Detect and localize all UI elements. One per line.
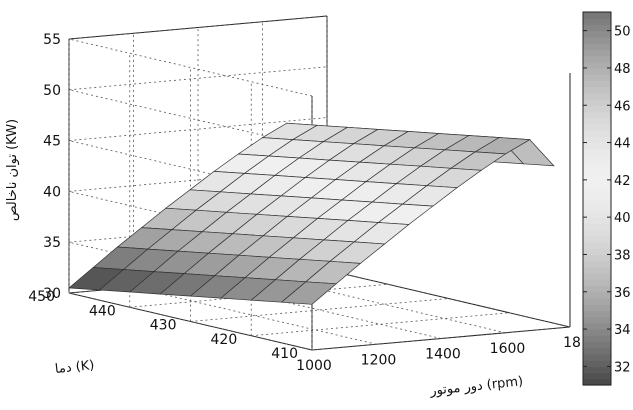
z-tick-label: 35 [43, 235, 61, 251]
grid-line [190, 298, 449, 322]
colorbar-tick-label: 34 [614, 323, 631, 338]
colorbar-segment [583, 55, 611, 63]
colorbar-segment [583, 136, 611, 144]
colorbar-segment [583, 217, 611, 224]
colorbar-tick-label: 36 [614, 286, 631, 301]
colorbar-segment [583, 154, 611, 162]
colorbar-segment [583, 111, 611, 119]
colorbar-segment [583, 310, 611, 318]
colorbar-segment [583, 130, 611, 137]
z-tick-label: 40 [43, 184, 61, 200]
colorbar-segment [583, 229, 611, 237]
z-tick-label: 50 [43, 83, 61, 99]
colorbar-segment [583, 92, 611, 100]
y-tick-label: 450 [28, 289, 55, 305]
colorbar-segment [583, 254, 611, 262]
colorbar-segment [583, 30, 611, 38]
colorbar-segment [583, 167, 611, 175]
colorbar-segment [583, 291, 611, 299]
colorbar-segment [583, 161, 611, 169]
colorbar-segment [583, 117, 611, 125]
x-tick-label: 1400 [425, 347, 461, 363]
z-tick-label: 55 [43, 32, 61, 48]
colorbar-segment [583, 266, 611, 274]
colorbar-segment [583, 148, 611, 156]
surface-mesh [68, 122, 555, 305]
colorbar-segment [583, 74, 611, 81]
colorbar-segment [583, 279, 611, 287]
colorbar-segment [583, 242, 611, 249]
colorbar-segment [583, 18, 611, 26]
x-tick-label: 18 [563, 335, 581, 351]
colorbar-segment [583, 105, 611, 113]
x-tick-label: 1000 [296, 358, 332, 374]
colorbar-segment [583, 378, 611, 386]
colorbar-frame [582, 11, 612, 386]
colorbar-segment [583, 204, 611, 212]
colorbar-segment [583, 366, 611, 374]
colorbar-segment [583, 186, 611, 193]
grid-line [251, 312, 510, 337]
z-axis-label: توان ناخالص (KW) [5, 119, 20, 221]
colorbar-segment [583, 297, 611, 305]
colorbar-tick-label: 46 [614, 99, 631, 114]
colorbar-segment [583, 273, 611, 280]
colorbar-tick-label: 32 [614, 360, 631, 375]
colorbar-tick-label: 42 [614, 174, 631, 189]
colorbar-tick-label: 40 [614, 211, 631, 226]
colorbar-segment [583, 86, 611, 94]
y-axis-label: دما (K) [54, 358, 95, 377]
colorbar-segment [583, 80, 611, 88]
colorbar-tick-label: 48 [614, 62, 631, 77]
colorbar-segment [583, 61, 611, 69]
colorbar-tick-label: 38 [614, 248, 631, 263]
colorbar-segment [583, 223, 611, 231]
colorbar-segment [583, 179, 611, 187]
z-tick-label: 45 [43, 134, 61, 150]
colorbar-segment [583, 335, 611, 343]
colorbar-segment [583, 43, 611, 50]
colorbar-segment [583, 123, 611, 131]
colorbar-segment [583, 260, 611, 268]
x-tick-label: 1200 [361, 352, 397, 368]
y-tick-label: 440 [89, 303, 116, 319]
colorbar-segment [583, 341, 611, 349]
colorbar-segment [583, 24, 611, 32]
colorbar-segment [583, 210, 611, 218]
colorbar-segment [583, 67, 611, 75]
colorbar: 32 34 36 38 40 42 44 46 48 50 [582, 11, 631, 386]
colorbar-segment [583, 192, 611, 200]
surface-patch [280, 281, 338, 305]
colorbar-segment [583, 36, 611, 44]
colorbar-segment [583, 329, 611, 336]
z-tick-label: 30 [43, 286, 61, 302]
y-tick-label: 420 [211, 332, 238, 348]
grid-line [129, 283, 388, 308]
colorbar-tick-label: 44 [614, 137, 631, 152]
colorbar-segment [583, 322, 611, 330]
colorbar-segment [583, 173, 611, 181]
colorbar-segment [583, 360, 611, 367]
y-tick-label: 430 [150, 318, 177, 334]
colorbar-segment [583, 198, 611, 206]
colorbar-segment [583, 347, 611, 355]
colorbar-tick-label: 50 [614, 25, 631, 40]
colorbar-segment [583, 372, 611, 380]
colorbar-segment [583, 316, 611, 324]
colorbar-segment [583, 248, 611, 256]
tick-labels: 30 35 40 45 50 55 410 420 430 440 450 1000 1200 1400 1… [28, 32, 581, 374]
colorbar-segment [583, 142, 611, 150]
colorbar-segment [583, 285, 611, 293]
x-axis-label: دور موتور (rpm) [428, 374, 523, 399]
colorbar-segment [583, 49, 611, 57]
x-tick-label: 1600 [490, 341, 526, 357]
y-tick-label: 410 [271, 346, 298, 362]
colorbar-segment [583, 353, 611, 361]
colorbar-segment [583, 235, 611, 243]
colorbar-segment [583, 12, 611, 19]
colorbar-segment [583, 99, 611, 106]
colorbar-segment [583, 304, 611, 311]
grid-line [311, 326, 571, 351]
